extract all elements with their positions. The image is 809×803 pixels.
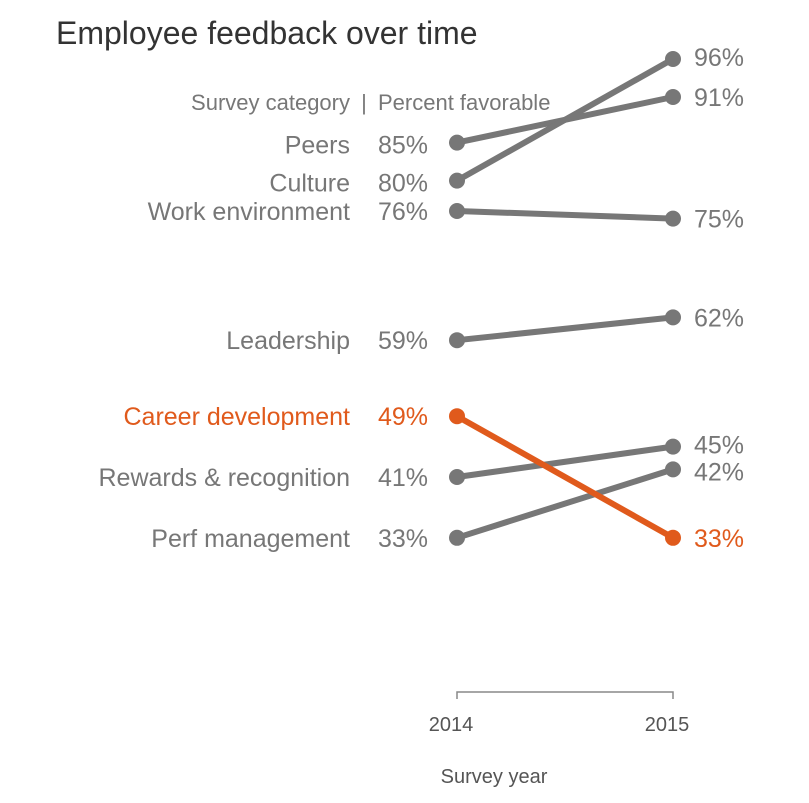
series-line-leadership [454, 314, 676, 344]
value-2015-perf-management: 42% [694, 458, 744, 486]
x-axis: 2014 2015 Survey year [429, 691, 690, 788]
header-survey-category: Survey category [191, 90, 350, 115]
point-2014-rewards-and-recognition [449, 469, 465, 485]
category-label-perf-management: Perf management [151, 525, 350, 553]
series-line-work-environment [454, 208, 676, 222]
point-2014-career-development [449, 408, 465, 425]
value-2015-work-environment: 75% [694, 206, 744, 234]
x-tick-2015: 2015 [645, 714, 690, 736]
point-2015-career-development [665, 529, 681, 546]
series-line-career-development [454, 413, 676, 541]
category-label-peers: Peers [285, 132, 350, 160]
x-axis-label: Survey year [441, 766, 548, 788]
series-leadership: Leadership 59% 62% [226, 304, 744, 355]
series-perf-management: Perf management 33% 42% [151, 458, 744, 552]
series-work-environment: Work environment 76% 75% [148, 198, 744, 234]
point-2015-work-environment [665, 210, 681, 227]
point-2015-perf-management [665, 461, 681, 478]
value-2015-culture: 96% [694, 44, 744, 72]
point-2015-rewards-and-recognition [665, 438, 681, 455]
series-layer: Peers 85% 91% Culture 80% 96% Work environment… [98, 44, 744, 553]
point-2015-leadership [665, 309, 681, 326]
value-2015-career-development: 33% [694, 525, 744, 553]
value-2014-leadership: 59% [378, 327, 428, 355]
point-2014-peers [449, 134, 465, 151]
value-2015-peers: 91% [694, 84, 744, 112]
category-label-leadership: Leadership [226, 327, 350, 355]
chart-title: Employee feedback over time [56, 15, 478, 51]
value-2014-peers: 85% [378, 132, 428, 160]
point-2015-culture [665, 51, 681, 67]
header-separator: | [361, 90, 367, 115]
value-2014-culture: 80% [378, 170, 428, 198]
category-label-culture: Culture [269, 170, 350, 198]
point-2014-leadership [449, 332, 465, 349]
value-2015-rewards-and-recognition: 45% [694, 432, 744, 460]
series-culture: Culture 80% 96% [269, 44, 744, 198]
header-percent-favorable: Percent favorable [378, 90, 550, 115]
series-line-rewards-and-recognition [454, 443, 676, 480]
value-2014-career-development: 49% [378, 403, 428, 431]
point-2014-perf-management [449, 529, 465, 546]
series-line-culture [454, 56, 676, 184]
value-2014-perf-management: 33% [378, 525, 428, 553]
value-2014-work-environment: 76% [378, 198, 428, 226]
series-rewards-and-recognition: Rewards & recognition 41% 45% [98, 432, 744, 492]
value-2015-leadership: 62% [694, 304, 744, 332]
point-2015-peers [665, 89, 681, 105]
category-label-rewards-and-recognition: Rewards & recognition [98, 464, 350, 492]
series-line-perf-management [454, 466, 676, 541]
x-axis-bracket [456, 691, 674, 699]
value-2014-rewards-and-recognition: 41% [378, 464, 428, 492]
point-2014-culture [449, 172, 465, 189]
x-tick-2014: 2014 [429, 714, 474, 736]
category-label-career-development: Career development [123, 403, 350, 431]
category-label-work-environment: Work environment [148, 198, 350, 226]
series-career-development: Career development 49% 33% [123, 403, 744, 553]
point-2014-work-environment [449, 203, 465, 219]
